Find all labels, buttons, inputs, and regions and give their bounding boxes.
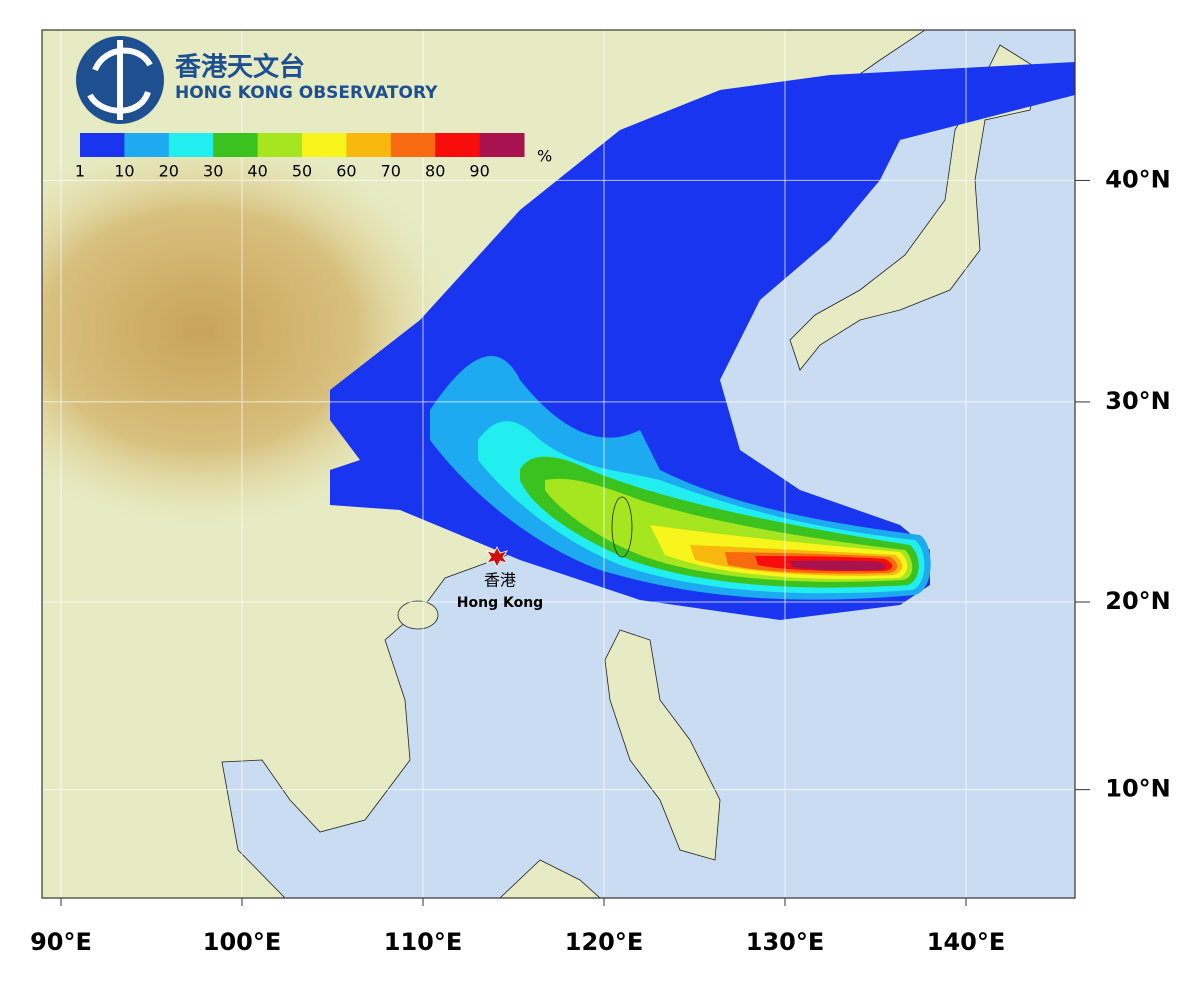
y-tick-label: 40°N: [1105, 165, 1170, 193]
map-frame: [41, 29, 1076, 899]
colorbar-tick-label: 50: [292, 162, 312, 181]
hainan: [397, 600, 439, 630]
colorbar-segment: [124, 133, 170, 157]
x-tick-label: 90°E: [30, 928, 92, 956]
colorbar-segment: [346, 133, 392, 157]
colorbar-segment: [80, 133, 125, 157]
hong-kong-star: [486, 546, 508, 568]
y-tick-label: 20°N: [1105, 587, 1170, 615]
x-tick-label: 120°E: [565, 928, 644, 956]
location-marker: 香港 Hong Kong: [457, 546, 543, 611]
x-tick-label: 130°E: [746, 928, 825, 956]
colorbar: % 1 10 20 30 40 50 60 70 80 90: [75, 133, 552, 181]
y-tick-label: 30°N: [1105, 387, 1170, 415]
colorbar-tick-label: 30: [203, 162, 223, 181]
x-tick-label: 140°E: [927, 928, 1006, 956]
logo-english: HONG KONG OBSERVATORY: [175, 83, 438, 103]
borneo: [499, 859, 601, 898]
location-name-en: Hong Kong: [457, 595, 543, 611]
colorbar-unit: %: [537, 147, 552, 166]
map-area: [42, 30, 1075, 898]
x-tick-label: 100°E: [203, 928, 282, 956]
x-tick-label: 110°E: [384, 928, 463, 956]
y-tick-label: 10°N: [1105, 775, 1170, 803]
colorbar-tick-label: 1: [75, 162, 85, 181]
colorbar-tick-label: 70: [381, 162, 401, 181]
japan: [789, 44, 1041, 371]
colorbar-segment: [302, 133, 347, 157]
colorbar-tick-label: 40: [247, 162, 267, 181]
philippines: [604, 629, 721, 861]
probability-swath: [330, 62, 1075, 620]
colorbar-segment: [390, 133, 436, 157]
colorbar-tick-label: 60: [336, 162, 356, 181]
colorbar-segment: [257, 133, 303, 157]
logo-chinese: 香港天文台: [175, 52, 305, 83]
logo: 香港天文台 HONG KONG OBSERVATORY: [76, 36, 438, 124]
swath-band: [790, 560, 886, 571]
colorbar-tick-label: 90: [469, 162, 489, 181]
colorbar-segment: [479, 133, 525, 157]
colorbar-tick-label: 20: [159, 162, 179, 181]
colorbar-tick-label: 10: [114, 162, 134, 181]
colorbar-segment: [213, 133, 259, 157]
logo-swirl: [87, 40, 153, 120]
colorbar-segment: [435, 133, 481, 157]
colorbar-tick-label: 80: [425, 162, 445, 181]
location-name-zh: 香港: [484, 571, 516, 590]
colorbar-segment: [168, 133, 214, 157]
taiwan: [611, 496, 633, 558]
axes: 90°E 100°E 110°E 120°E 130°E 140°E 10°N 20°N 30°…: [30, 165, 1171, 956]
graticule: [42, 30, 1075, 898]
